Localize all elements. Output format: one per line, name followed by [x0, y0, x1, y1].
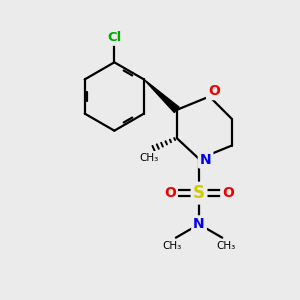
- Text: CH₃: CH₃: [163, 241, 182, 251]
- Text: N: N: [193, 217, 205, 231]
- Text: O: O: [208, 84, 220, 98]
- Text: N: N: [200, 152, 212, 167]
- Text: O: O: [164, 186, 176, 200]
- Text: O: O: [222, 186, 234, 200]
- Text: Cl: Cl: [107, 31, 122, 44]
- Text: S: S: [193, 184, 205, 202]
- Text: CH₃: CH₃: [140, 153, 159, 163]
- Polygon shape: [144, 80, 179, 112]
- Text: CH₃: CH₃: [216, 241, 236, 251]
